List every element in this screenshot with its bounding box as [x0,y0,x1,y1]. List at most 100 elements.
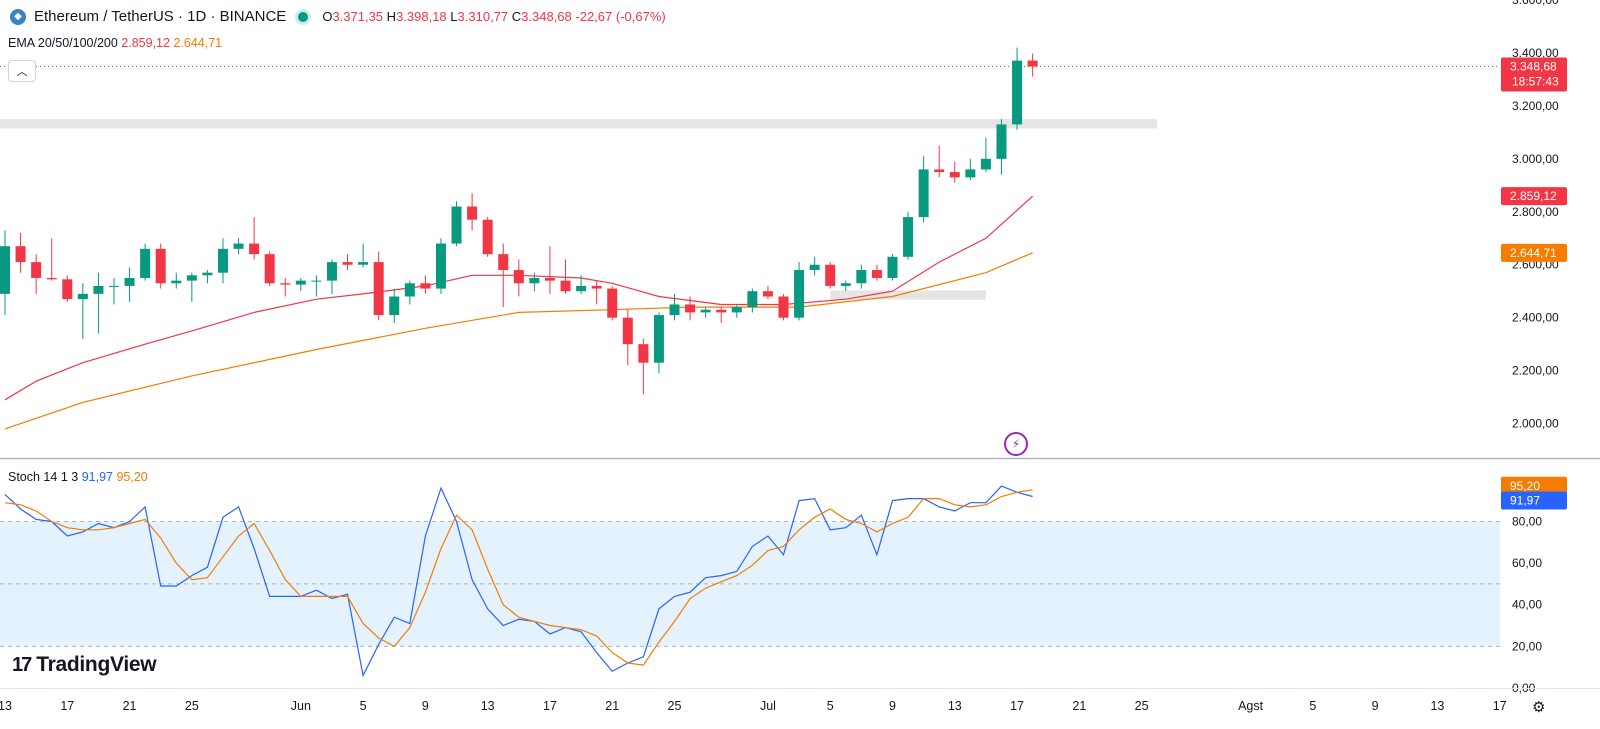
stoch-tag-1-bg [1501,476,1567,495]
x-tick-label: 5 [360,699,367,713]
candle [373,262,384,316]
x-tick-label: 25 [185,699,199,713]
candle [934,169,945,173]
x-tick-label: Agst [1238,699,1264,713]
candle [451,206,462,244]
stoch-tick-label: 80,00 [1512,514,1542,528]
candle [996,124,1007,159]
candle [778,296,789,318]
ema-legend[interactable]: EMA 20/50/100/200 2.859,12 2.644,71 [8,36,222,50]
candle [607,288,618,318]
candle [794,270,805,318]
candle [638,344,649,363]
collapse-legend-button[interactable]: ︿ [8,60,36,82]
candle [762,291,773,297]
low-label: L [450,9,458,24]
candle [980,158,991,170]
x-tick-label: 9 [1372,699,1379,713]
x-tick-label: 21 [1072,699,1086,713]
open-label: O [322,9,333,24]
candle [249,243,260,255]
candle [887,256,898,278]
candle [716,309,727,313]
market-open-dot [298,11,309,22]
candle [1012,60,1023,125]
ema50-line [4,252,1033,430]
support-zone [830,290,986,300]
x-tick-label: 13 [0,699,12,713]
candle [295,280,306,285]
candle [560,280,571,292]
x-tick-label: 17 [1493,699,1507,713]
tradingview-logo-icon: 17 [12,653,32,676]
candle [482,219,493,255]
close-label: C [511,9,522,24]
stoch-tick-label: 60,00 [1512,556,1542,570]
open-value: 3.371,35 [332,9,384,24]
candle [31,262,42,278]
candle [280,283,291,285]
x-tick-label: 13 [1430,699,1444,713]
price-tick-label: 3.600,00 [1512,0,1559,7]
x-tick-label: 21 [123,699,137,713]
candle [498,254,509,271]
gear-icon[interactable]: ⚙ [1532,699,1546,716]
candle [700,309,711,313]
stoch-k-value: 91,97 [81,470,113,484]
symbol-name[interactable]: Ethereum / TetherUS · 1D · BINANCE [34,8,287,25]
last-price-value: 3.348,68 [1510,60,1557,74]
candle [46,277,57,280]
ethereum-icon: ◆ [10,8,26,25]
candle [591,285,602,289]
candle [731,307,742,313]
x-tick-label: 17 [60,699,74,713]
chevron-up-icon: ︿ [16,66,28,78]
candle [918,169,929,218]
ema50-value: 2.644,71 [173,36,223,50]
candle [108,285,119,287]
stoch-tag-2-bg [1501,491,1567,510]
candle [202,272,213,276]
high-value: 3.398,18 [396,9,447,24]
price-tick-label: 3.200,00 [1512,99,1559,113]
candle [467,206,478,220]
price-tick-label: 2.800,00 [1512,205,1559,219]
stoch-tick-label: 40,00 [1512,598,1542,612]
x-tick-label: Jul [760,699,776,713]
stoch-d-line [4,489,1033,666]
candle [903,217,914,257]
ema20-value: 2.859,12 [121,36,170,50]
ema-tag-1-bg [1501,187,1567,206]
candle [622,317,633,345]
x-tick-label: 13 [481,699,495,713]
last-price-countdown: 18:57:43 [1512,75,1559,89]
candle [217,248,228,273]
symbol-header[interactable]: ◆ Ethereum / TetherUS · 1D · BINANCE O3.… [10,8,666,25]
candle [171,280,182,284]
candle [186,275,197,281]
candle [809,264,820,271]
candle [840,283,851,286]
candle [311,280,322,282]
price-tick-label: 2.000,00 [1512,417,1559,431]
candle [62,279,73,300]
candle [871,270,882,278]
lightning-icon[interactable]: ⚡ [1004,432,1028,456]
last-price-tag-bg [1501,57,1567,92]
candle [513,270,524,284]
tradingview-logo: 17 TradingView [12,653,157,677]
ema-tag-2: 2.644,71 [1510,246,1557,260]
candle [420,283,431,289]
candle [15,246,26,263]
candle [435,243,446,289]
candle [949,172,960,178]
candle [77,293,88,300]
support-zone [0,119,1158,129]
x-tick-label: 9 [422,699,429,713]
high-label: H [386,9,397,24]
candle [685,304,696,313]
stoch-tag-1: 95,20 [1510,479,1540,493]
stoch-legend[interactable]: Stoch 14 1 3 91,97 95,20 [8,470,148,484]
candle [653,315,664,363]
